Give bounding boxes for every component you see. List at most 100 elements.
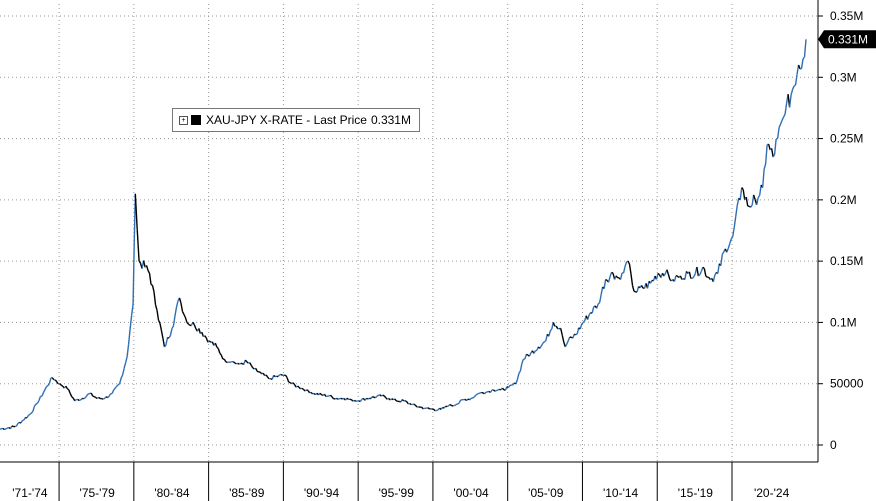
- price-segment: [449, 403, 453, 407]
- price-segment: [415, 405, 418, 408]
- price-segment: [15, 422, 19, 427]
- price-segment: [773, 139, 777, 155]
- price-segment: [265, 374, 269, 378]
- legend-expand-icon[interactable]: +: [179, 115, 188, 125]
- price-segment: [261, 372, 264, 375]
- price-segment: [454, 403, 457, 407]
- price-segment: [733, 216, 737, 228]
- chart-legend[interactable]: + XAU-JPY X-RATE - Last Price 0.331M: [172, 108, 420, 132]
- price-segment: [300, 387, 303, 390]
- price-segment: [767, 143, 771, 150]
- price-segment: [192, 321, 196, 326]
- price-segment: [11, 425, 14, 428]
- price-segment: [340, 397, 343, 400]
- price-segment: [121, 368, 125, 376]
- price-segment: [605, 278, 608, 282]
- price-segment: [9, 425, 13, 429]
- price-segment: [244, 359, 248, 363]
- price-segment: [579, 323, 583, 330]
- price-segment: [136, 229, 140, 262]
- price-segment: [273, 374, 276, 378]
- price-segment: [457, 402, 460, 405]
- price-segment: [162, 338, 166, 348]
- price-segment: [323, 393, 327, 397]
- price-segment: [442, 406, 445, 409]
- y-tick-label: 0.25M: [830, 132, 863, 146]
- price-segment: [118, 377, 122, 384]
- price-segment: [217, 348, 221, 354]
- price-segment: [207, 340, 210, 343]
- price-segment: [681, 278, 684, 281]
- price-segment: [198, 328, 202, 334]
- price-segment: [388, 397, 391, 401]
- price-segment: [41, 392, 45, 397]
- price-segment: [352, 399, 355, 402]
- price-segment: [776, 127, 780, 139]
- price-segment: [697, 274, 701, 277]
- price-segment: [277, 374, 281, 378]
- price-segment: [331, 396, 335, 400]
- price-segment: [736, 198, 740, 206]
- price-segment: [796, 64, 800, 75]
- price-segment: [232, 361, 236, 364]
- price-segment: [379, 394, 382, 397]
- price-segment: [104, 396, 107, 399]
- price-segment: [204, 335, 207, 339]
- price-segment: [566, 340, 569, 345]
- price-segment: [391, 398, 394, 401]
- price-segment: [797, 64, 801, 70]
- price-segment: [374, 395, 378, 399]
- price-segment: [781, 116, 785, 121]
- price-segment: [105, 396, 109, 399]
- price-segment: [518, 370, 521, 374]
- price-segment: [171, 325, 175, 329]
- price-segment: [267, 376, 270, 380]
- price-segment: [469, 397, 472, 401]
- price-segment: [389, 398, 393, 401]
- price-segment: [2, 427, 5, 431]
- price-segment: [501, 387, 505, 391]
- price-segment: [334, 397, 337, 400]
- last-price-badge-bg: [818, 30, 876, 49]
- price-segment: [373, 396, 376, 399]
- price-segment: [666, 269, 670, 275]
- price-segment: [120, 374, 124, 379]
- price-segment: [163, 344, 167, 348]
- price-segment: [313, 392, 316, 396]
- x-tick-label: '85-'89: [229, 486, 265, 500]
- price-segment: [358, 400, 361, 403]
- price-segment: [69, 393, 73, 398]
- price-segment: [17, 421, 20, 424]
- price-segment: [693, 273, 696, 277]
- price-segment: [129, 315, 133, 330]
- price-segment: [33, 403, 37, 407]
- price-segment: [354, 399, 357, 402]
- price-segment: [101, 397, 104, 400]
- price-segment: [183, 314, 187, 318]
- price-segment: [800, 58, 804, 69]
- price-segment: [310, 391, 314, 395]
- price-segment: [427, 407, 430, 410]
- price-segment: [524, 354, 528, 360]
- price-segment: [548, 330, 551, 337]
- price-segment: [526, 353, 529, 356]
- legend-swatch-icon: [191, 115, 201, 125]
- price-segment: [172, 315, 176, 327]
- price-segment: [493, 389, 496, 392]
- price-segment: [549, 328, 553, 332]
- price-segment: [702, 266, 705, 270]
- price-segment: [445, 405, 448, 408]
- price-segment: [436, 409, 439, 412]
- price-segment: [342, 397, 345, 400]
- price-segment: [802, 56, 806, 60]
- price-segment: [778, 123, 782, 128]
- price-segment: [160, 330, 164, 339]
- price-segment: [201, 332, 205, 337]
- price-segment: [56, 381, 59, 385]
- price-segment: [784, 103, 788, 115]
- price-segment: [350, 399, 354, 402]
- price-segment: [134, 193, 138, 230]
- price-segment: [298, 386, 302, 390]
- price-segment: [252, 367, 255, 370]
- price-segment: [597, 302, 601, 305]
